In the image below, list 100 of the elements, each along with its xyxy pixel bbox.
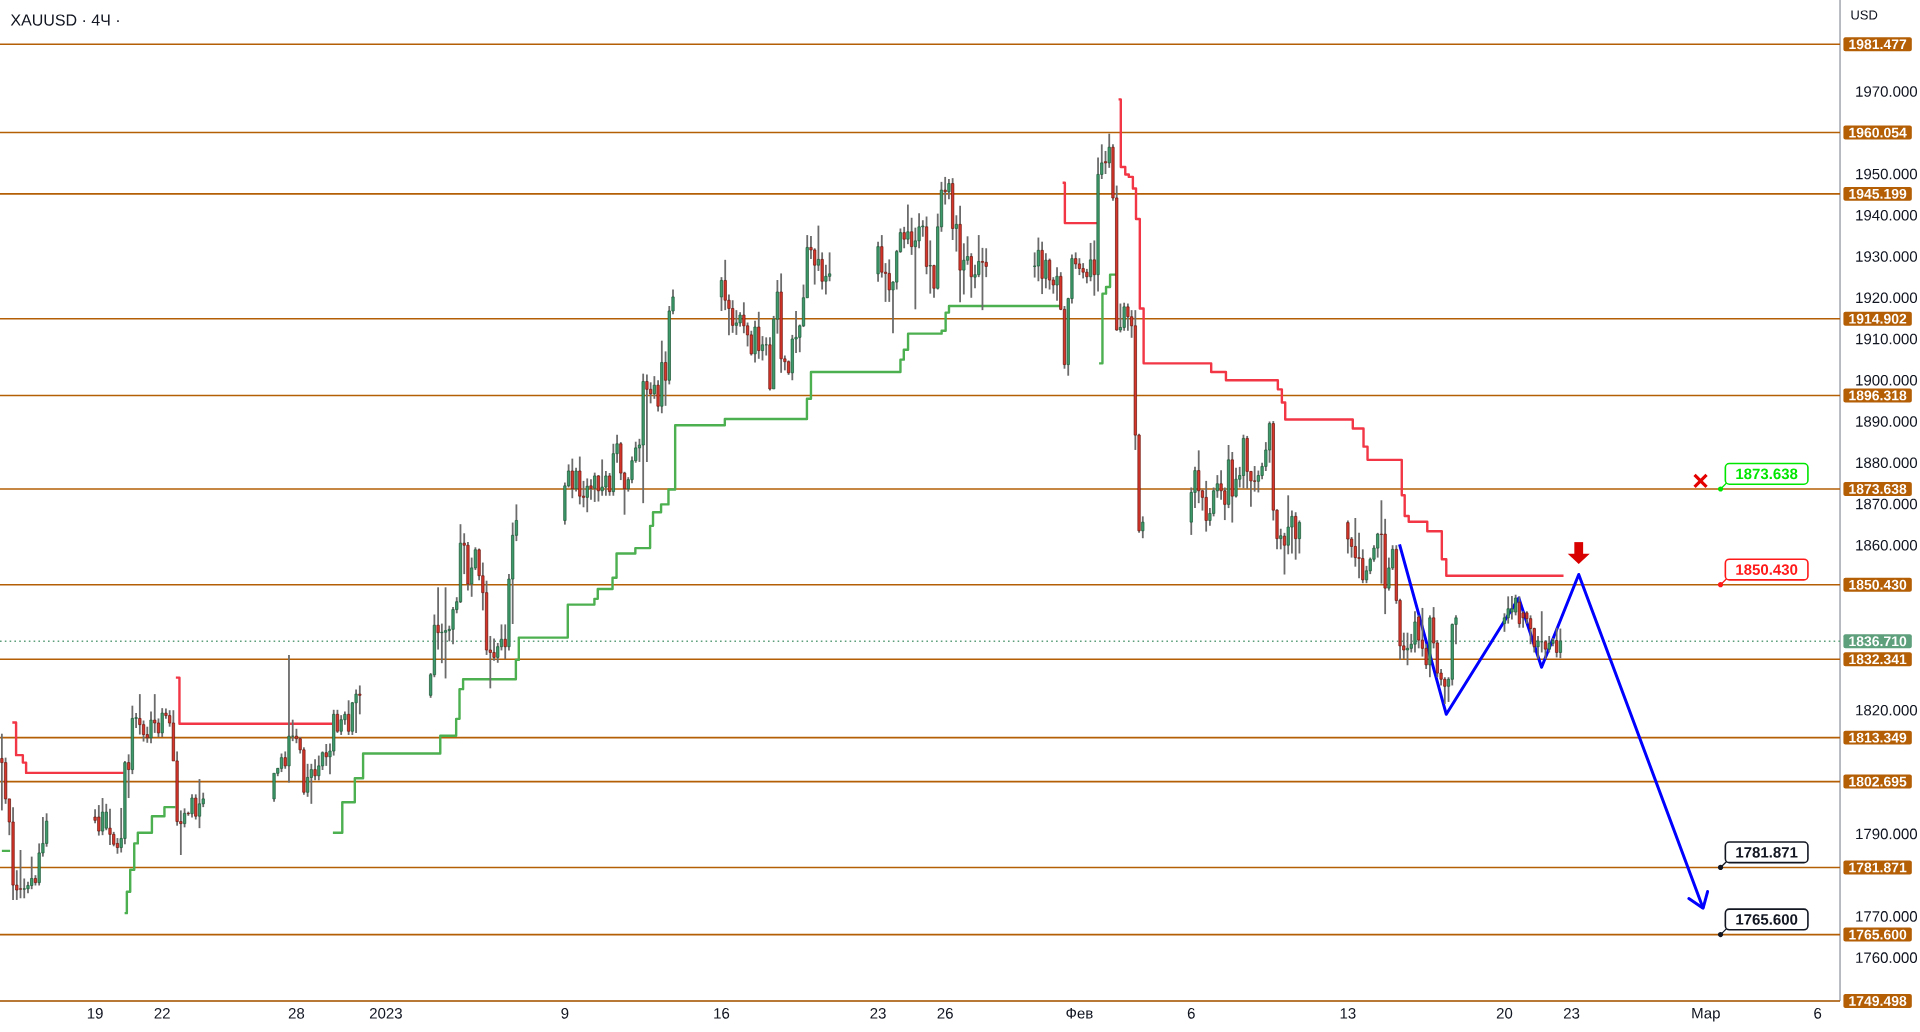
candlestick bbox=[339, 714, 343, 736]
candlestick bbox=[1044, 252, 1048, 290]
y-tick-label: 1950.000 bbox=[1856, 168, 1918, 180]
candlestick bbox=[22, 877, 26, 900]
y-tick-label: 1920.000 bbox=[1856, 292, 1918, 304]
candlestick bbox=[652, 375, 656, 400]
candlestick bbox=[1234, 466, 1238, 499]
candlestick bbox=[197, 778, 202, 830]
x-tick-label: 16 bbox=[714, 1008, 730, 1019]
y-tick-label: 1770.000 bbox=[1856, 911, 1918, 922]
candlestick bbox=[317, 754, 321, 782]
annotation: 1873.638 bbox=[1736, 468, 1798, 480]
candlestick bbox=[160, 707, 164, 738]
ref-line-label: 1914.902 bbox=[1849, 313, 1907, 324]
x-tick-label: 28 bbox=[288, 1008, 305, 1019]
ref-line-label: 1765.600 bbox=[1849, 929, 1907, 940]
annotation: 1765.600 bbox=[1736, 914, 1798, 925]
x-tick-label: 6 bbox=[1814, 1008, 1822, 1019]
x-tick-label: 19 bbox=[87, 1008, 103, 1019]
candlestick bbox=[1517, 595, 1521, 629]
x-tick-label: 13 bbox=[1340, 1008, 1356, 1019]
candlestick bbox=[928, 239, 932, 295]
annotation: 1850.430 bbox=[1736, 564, 1798, 575]
ref-line-label: 1873.638 bbox=[1849, 484, 1907, 494]
x-tick-label: 20 bbox=[1496, 1008, 1513, 1019]
candlestick bbox=[719, 276, 724, 312]
candlestick bbox=[947, 178, 951, 201]
y-tick-label: 1940.000 bbox=[1856, 209, 1918, 221]
x-tick-label: 23 bbox=[870, 1008, 886, 1019]
y-tick-label: 1930.000 bbox=[1856, 251, 1918, 262]
candlestick bbox=[1282, 531, 1287, 576]
y-tick-label: 1900.000 bbox=[1856, 374, 1918, 386]
y-tick-label: 1760.000 bbox=[1856, 952, 1918, 963]
ref-line-label: 1749.498 bbox=[1849, 996, 1907, 1006]
x-tick-label: 9 bbox=[561, 1008, 569, 1019]
text: XAUUSD · 4Ч · bbox=[10, 14, 119, 26]
candlestick bbox=[980, 246, 985, 312]
candlestick bbox=[358, 684, 362, 716]
ref-line-label: 1832.341 bbox=[1849, 654, 1907, 665]
candlestick bbox=[18, 849, 23, 900]
candlestick bbox=[30, 855, 34, 891]
candlestick bbox=[593, 471, 597, 503]
ref-line-label: 1802.695 bbox=[1849, 776, 1907, 787]
candlestick bbox=[1294, 511, 1298, 561]
candlestick bbox=[1379, 499, 1383, 585]
ref-line-label: 1960.054 bbox=[1849, 127, 1907, 138]
x-tick-label: 2023 bbox=[369, 1008, 402, 1019]
candlestick bbox=[1555, 626, 1559, 659]
candlestick bbox=[309, 762, 313, 805]
annotation: 1781.871 bbox=[1736, 847, 1798, 858]
candlestick bbox=[1122, 301, 1126, 332]
candlestick bbox=[1253, 465, 1257, 493]
candlestick bbox=[503, 623, 507, 660]
candlestick bbox=[600, 458, 604, 497]
y-tick-label: 1910.000 bbox=[1856, 333, 1918, 345]
x-tick-label: 26 bbox=[937, 1008, 953, 1019]
candlestick bbox=[570, 457, 574, 500]
candlestick bbox=[757, 310, 761, 360]
candlestick bbox=[0, 732, 4, 812]
candlestick bbox=[1346, 519, 1350, 555]
ref-line-label: 1850.430 bbox=[1849, 579, 1907, 590]
candlestick bbox=[313, 758, 317, 782]
candlestick bbox=[1405, 631, 1410, 667]
y-tick-label: 1820.000 bbox=[1856, 704, 1918, 716]
candlestick bbox=[943, 176, 947, 206]
candlestick bbox=[1558, 627, 1562, 660]
ref-line-label: 1896.318 bbox=[1849, 390, 1907, 401]
candlestick bbox=[279, 752, 284, 773]
candlestick bbox=[354, 688, 358, 734]
ref-line-label: 1836.710 bbox=[1849, 636, 1907, 647]
candlestick bbox=[100, 797, 105, 837]
candlestick bbox=[760, 335, 765, 362]
candlestick bbox=[1204, 479, 1208, 533]
candlestick bbox=[656, 379, 660, 413]
candlestick bbox=[1528, 614, 1533, 646]
candlestick bbox=[1055, 266, 1059, 302]
candlestick bbox=[1048, 257, 1052, 291]
y-tick-label: 1860.000 bbox=[1856, 539, 1918, 551]
text: USD bbox=[1851, 10, 1878, 20]
ref-line-label: 1813.349 bbox=[1849, 732, 1907, 743]
candlestick bbox=[190, 793, 194, 819]
candlestick bbox=[347, 699, 351, 736]
ref-line-label: 1981.477 bbox=[1849, 39, 1907, 50]
x-tick-label: Фев bbox=[1066, 1008, 1093, 1019]
candlestick bbox=[108, 807, 112, 846]
y-tick-label: 1790.000 bbox=[1856, 828, 1918, 840]
candlestick bbox=[902, 225, 906, 250]
candlestick bbox=[153, 693, 157, 734]
candlestick bbox=[887, 258, 891, 303]
candlestick bbox=[1118, 302, 1122, 334]
candlestick bbox=[1141, 515, 1145, 540]
candlestick bbox=[324, 743, 328, 767]
x-tick-label: 6 bbox=[1187, 1008, 1195, 1019]
candlestick bbox=[335, 708, 340, 734]
candlestick bbox=[645, 373, 649, 463]
candlestick bbox=[97, 804, 101, 837]
x-tick-label: 23 bbox=[1563, 1008, 1580, 1019]
candlestick bbox=[1510, 595, 1514, 621]
candlestick bbox=[663, 350, 668, 407]
x-tick-label: Мар bbox=[1692, 1008, 1720, 1022]
